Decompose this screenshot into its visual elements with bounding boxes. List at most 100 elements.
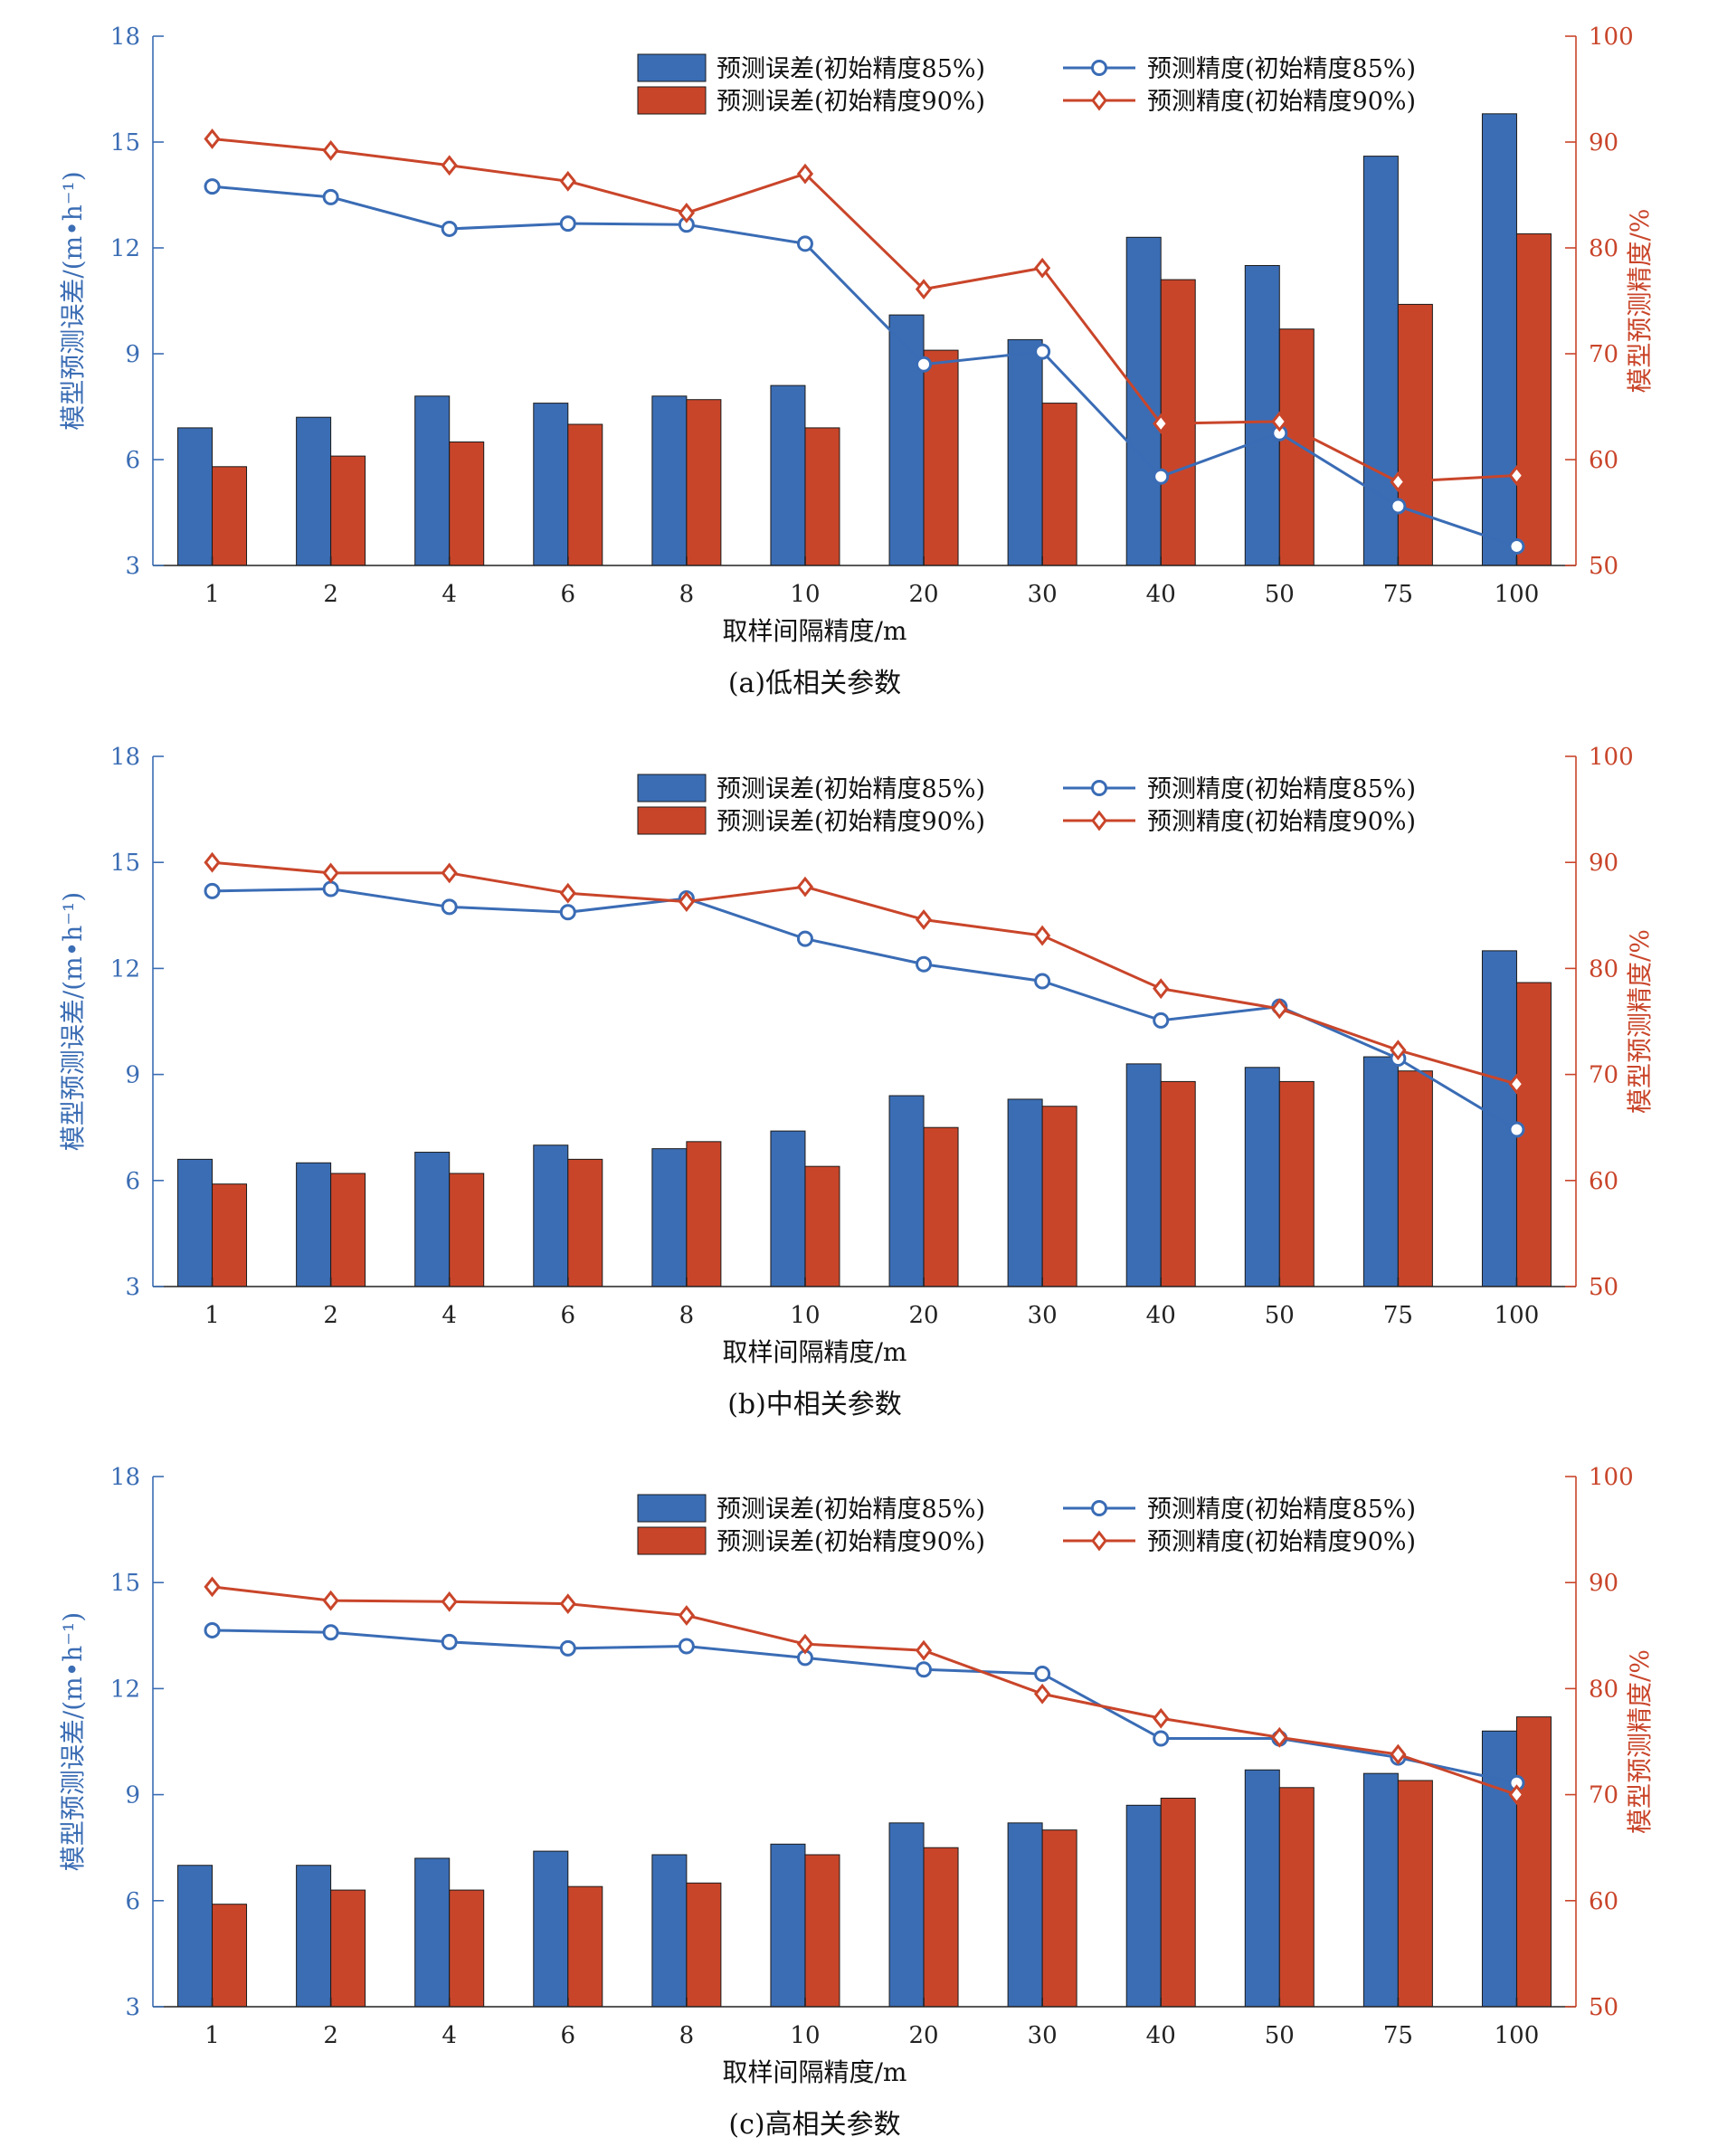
- bar-85-2: [296, 1865, 332, 2008]
- series-line-90: [212, 860, 1517, 1086]
- right-tick-label: 50: [1589, 1274, 1618, 1301]
- right-tick-label: 60: [1589, 1888, 1618, 1915]
- point-90-30: [1034, 257, 1051, 279]
- bar-85-6: [533, 1850, 569, 2008]
- point-85-10: [796, 235, 813, 252]
- x-tick-label: 75: [1383, 2022, 1413, 2049]
- point-85-6: [559, 215, 576, 233]
- point-90-8: [678, 202, 695, 223]
- x-tick-label: 40: [1146, 2022, 1176, 2049]
- point-90-75: [1390, 471, 1407, 492]
- x-tick-label: 30: [1028, 2022, 1058, 2049]
- right-tick-label: 100: [1589, 744, 1634, 771]
- x-axis-title: 取样间隔精度/m: [723, 2057, 907, 2087]
- point-85-75: [1390, 498, 1407, 515]
- x-tick-label: 6: [561, 2022, 576, 2049]
- left-tick-label: 6: [125, 447, 140, 474]
- bar-90-75: [1397, 303, 1433, 566]
- right-tick-label: 90: [1589, 129, 1618, 157]
- left-axis-title: 模型预测误差/(m•h⁻¹): [58, 1612, 88, 1871]
- bar-85-100: [1481, 113, 1517, 566]
- right-tick-label: 100: [1589, 24, 1634, 51]
- legend-marker-circle: [1091, 60, 1107, 76]
- point-90-1: [204, 128, 221, 149]
- x-tick-label: 2: [323, 1302, 338, 1329]
- bar-90-30: [1041, 1829, 1077, 2008]
- bar-85-4: [414, 395, 451, 566]
- x-tick-label: 20: [908, 1302, 938, 1329]
- bar-90-8: [686, 399, 722, 566]
- left-tick-label: 12: [110, 1676, 140, 1703]
- point-90-30: [1034, 925, 1051, 946]
- x-tick-label: 4: [441, 581, 457, 608]
- bar-85-8: [651, 1854, 688, 2008]
- legend-label: 预测误差(初始精度90%): [717, 808, 985, 836]
- right-tick-label: 60: [1589, 447, 1618, 474]
- bar-85-30: [1007, 1098, 1043, 1287]
- point-85-30: [1034, 343, 1051, 360]
- bar-85-6: [533, 403, 569, 566]
- right-tick-label: 50: [1589, 553, 1618, 580]
- point-85-4: [441, 220, 458, 237]
- bar-90-30: [1041, 403, 1077, 566]
- bar-90-20: [923, 1126, 959, 1287]
- legend-swatch-bar85: [637, 1494, 707, 1523]
- right-tick-label: 80: [1589, 235, 1618, 262]
- point-85-40: [1153, 1012, 1170, 1029]
- x-axis-title: 取样间隔精度/m: [723, 1337, 907, 1367]
- point-85-20: [916, 1661, 933, 1678]
- bar-90-6: [567, 1885, 603, 2008]
- legend-swatch-bar85: [637, 53, 707, 82]
- point-90-4: [441, 1591, 458, 1612]
- point-85-2: [322, 880, 339, 898]
- series-line-85: [212, 1629, 1517, 1785]
- point-85-4: [441, 898, 458, 916]
- bar-90-40: [1160, 1080, 1196, 1287]
- legend: 预测误差(初始精度85%) 预测误差(初始精度90%) 预测精度(初始精度85%) 预…: [637, 1494, 1416, 1556]
- point-90-50: [1271, 1726, 1288, 1748]
- right-tick-label: 80: [1589, 1676, 1618, 1703]
- legend-label: 预测精度(初始精度85%): [1147, 775, 1416, 803]
- right-tick-label: 100: [1589, 1464, 1634, 1491]
- bar-90-20: [923, 1847, 959, 2008]
- bar-90-40: [1160, 1798, 1196, 2008]
- point-85-1: [204, 178, 221, 195]
- point-90-75: [1390, 1040, 1407, 1061]
- bar-90-100: [1515, 1716, 1552, 2008]
- bar-90-10: [804, 1854, 840, 2008]
- left-tick-label: 9: [125, 341, 140, 368]
- bar-85-10: [770, 1843, 806, 2008]
- x-tick-label: 10: [790, 1302, 820, 1329]
- right-tick-label: 50: [1589, 1994, 1618, 2021]
- bar-90-6: [567, 1158, 603, 1287]
- point-90-50: [1271, 411, 1288, 432]
- point-90-8: [678, 1605, 695, 1626]
- legend-label: 预测误差(初始精度85%): [717, 775, 985, 803]
- x-tick-label: 8: [679, 1302, 695, 1329]
- x-tick-label: 2: [323, 581, 338, 608]
- x-tick-label: 4: [441, 1302, 457, 1329]
- point-90-20: [915, 1639, 933, 1661]
- point-85-20: [916, 955, 933, 973]
- bar-85-30: [1007, 1822, 1043, 2008]
- point-90-2: [322, 862, 339, 884]
- right-axis-title: 模型预测精度/%: [1625, 208, 1655, 393]
- point-90-6: [559, 882, 576, 904]
- legend-label: 预测误差(初始精度90%): [717, 88, 985, 116]
- bar-90-75: [1397, 1780, 1433, 2008]
- point-90-2: [322, 1590, 339, 1611]
- point-90-100: [1508, 465, 1525, 486]
- left-tick-label: 18: [110, 744, 140, 771]
- right-axis-title: 模型预测精度/%: [1625, 929, 1655, 1114]
- left-tick-label: 3: [125, 553, 140, 580]
- point-85-10: [796, 930, 813, 947]
- left-tick-label: 15: [110, 1570, 140, 1597]
- point-90-2: [322, 139, 339, 161]
- legend-swatch-bar90: [637, 806, 707, 835]
- bar-90-75: [1397, 1070, 1433, 1287]
- right-axis-title: 模型预测精度/%: [1625, 1649, 1655, 1834]
- legend-label: 预测精度(初始精度85%): [1147, 1496, 1416, 1524]
